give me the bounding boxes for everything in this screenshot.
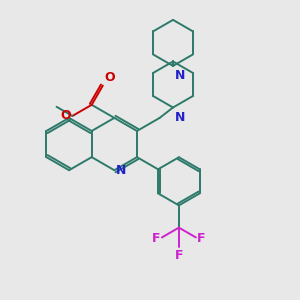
Text: N: N bbox=[175, 70, 185, 83]
Text: N: N bbox=[175, 111, 185, 124]
Text: O: O bbox=[60, 109, 71, 122]
Text: N: N bbox=[116, 164, 126, 177]
Text: F: F bbox=[197, 232, 206, 244]
Text: O: O bbox=[104, 71, 115, 84]
Text: F: F bbox=[152, 232, 161, 244]
Text: F: F bbox=[175, 249, 183, 262]
